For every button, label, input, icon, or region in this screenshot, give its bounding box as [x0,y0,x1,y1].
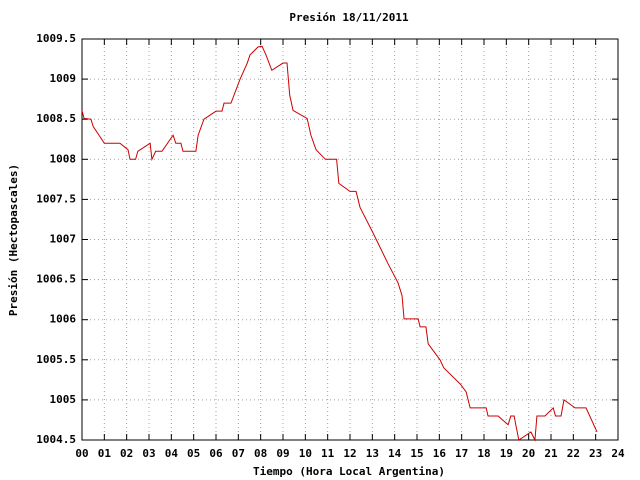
x-tick-label: 10 [299,447,312,460]
x-tick-label: 23 [589,447,602,460]
y-tick-label: 1007 [50,233,77,246]
y-tick-label: 1009.5 [36,32,76,45]
x-tick-label: 12 [343,447,356,460]
y-tick-label: 1006 [50,313,77,326]
x-tick-label: 19 [500,447,513,460]
x-tick-label: 05 [187,447,200,460]
y-tick-label: 1007.5 [36,192,76,205]
x-axis-label: Tiempo (Hora Local Argentina) [253,465,445,478]
plot-border [81,38,619,441]
x-tick-label: 09 [276,447,289,460]
x-tick-label: 16 [433,447,447,460]
y-tick-label: 1005.5 [36,353,76,366]
x-tick-label: 24 [611,447,625,460]
x-tick-label: 17 [455,447,468,460]
data-line [81,45,598,442]
x-tick-label: 00 [75,447,88,460]
x-tick-label: 11 [321,447,335,460]
y-tick-label: 1009 [50,72,77,85]
x-tick-label: 03 [142,447,155,460]
x-tick-label: 01 [98,447,112,460]
y-tick-label: 1005 [50,393,77,406]
x-tick-label: 18 [477,447,490,460]
y-tick-label: 1006.5 [36,273,76,286]
y-tick-label: 1004.5 [36,433,76,446]
chart-title: Presión 18/11/2011 [289,11,409,24]
y-axis-label: Presión (Hectopascales) [7,164,20,316]
y-tick-label: 1008.5 [36,112,76,125]
y-tick-label: 1008 [50,152,77,165]
x-tick-label: 22 [567,447,580,460]
x-tick-label: 06 [209,447,223,460]
x-tick-label: 02 [120,447,133,460]
x-tick-label: 08 [254,447,267,460]
x-tick-label: 04 [165,447,179,460]
x-tick-label: 07 [232,447,245,460]
x-tick-label: 14 [388,447,402,460]
x-tick-label: 21 [544,447,558,460]
x-tick-label: 13 [366,447,379,460]
x-tick-label: 15 [410,447,423,460]
x-tick-label: 20 [522,447,535,460]
